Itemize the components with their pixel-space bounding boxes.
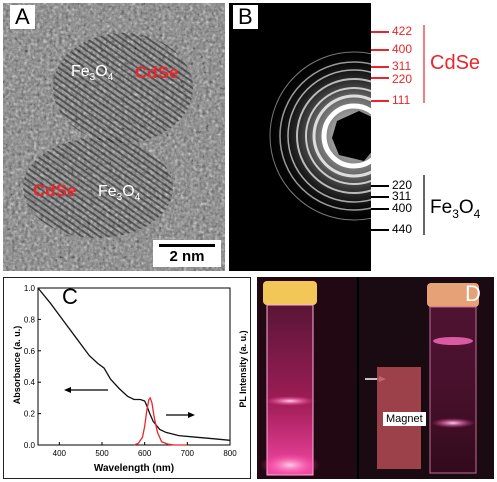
cdse-ring-311: 311 [392, 59, 412, 73]
y-tick-label: 0.4 [24, 378, 36, 387]
left-vial-glow [260, 453, 320, 477]
right-vial-cap [427, 283, 479, 307]
arrow-head-right [188, 412, 195, 418]
y-tick-label: 1.0 [24, 284, 36, 293]
panel-d-photo: D Magnet [257, 277, 494, 479]
upper-particle-lattice [53, 33, 193, 143]
panel-c-letter: C [62, 284, 78, 309]
fe3o4-phase-label: Fe3O4 [430, 197, 481, 221]
cdse-label-top: CdSe [135, 63, 179, 82]
fe3o4-label-bottom: Fe3O4 [98, 183, 141, 204]
panel-b-saed-pattern: B 422 400 311 220 111 CdSe 220 311 400 4… [229, 3, 494, 271]
x-tick-label: 600 [138, 449, 152, 458]
beam-stop [332, 111, 371, 161]
fe3o4-ring-220: 220 [392, 178, 413, 192]
left-vial-meniscus [264, 396, 316, 406]
y-tick-label: 0.8 [24, 315, 36, 324]
fe3o4-ring-311: 311 [392, 189, 412, 203]
left-vial-body [266, 304, 314, 476]
fe3o4-label-top: Fe3O4 [71, 63, 114, 84]
absorbance-axis-label: Absorbance (a. u.) [12, 325, 22, 405]
x-tick-label: 800 [223, 449, 237, 458]
panel-d-letter: D [465, 281, 481, 306]
arrow-head-left [64, 387, 71, 393]
pl-curve [133, 396, 188, 446]
cdse-ring-400: 400 [392, 42, 413, 56]
panel-b-letter: B [233, 5, 258, 29]
scale-bar-label: 2 nm [169, 248, 205, 265]
cdse-label-bottom: CdSe [33, 181, 77, 200]
scale-bar [159, 244, 215, 247]
cdse-ring-111: 111 [392, 93, 411, 107]
panel-c-spectra: 400 500 600 700 800 0.0 0.2 0.4 0.6 0.8 1.0 C Abs… [3, 277, 251, 479]
absorbance-curve [37, 287, 231, 441]
x-tick-label: 400 [53, 449, 67, 458]
y-tick-label: 0.2 [24, 410, 36, 419]
cdse-phase-label: CdSe [430, 52, 481, 74]
y-tick-label: 0.6 [24, 347, 36, 356]
left-vial-cap [263, 281, 317, 305]
magnet-label: Magnet [383, 412, 426, 426]
scale-bar-box: 2 nm [153, 240, 221, 267]
right-vial-attracted-band [431, 418, 475, 428]
panel-a-letter: A [10, 5, 35, 29]
cdse-ring-220: 220 [392, 72, 413, 86]
plot-frame [37, 287, 231, 446]
pl-intensity-axis-label: PL Intensity (a. u.) [238, 330, 248, 408]
fe3o4-ring-400: 400 [392, 201, 413, 215]
x-tick-label: 500 [95, 449, 109, 458]
diffraction-rings [229, 3, 494, 271]
right-vial-body [429, 306, 477, 474]
y-tick-label: 0.0 [24, 441, 36, 450]
lower-particle-lattice [23, 138, 173, 238]
fe3o4-ring-440: 440 [392, 222, 413, 236]
wavelength-axis-label: Wavelength (nm) [93, 463, 175, 474]
spectra-chart: 400 500 600 700 800 0.0 0.2 0.4 0.6 0.8 1.0 [24, 284, 237, 458]
hrtem-texture [3, 3, 225, 271]
vials-photo [257, 277, 494, 479]
panel-a-hrtem-image: A Fe3O4 CdSe CdSe Fe3O4 2 nm [3, 3, 225, 271]
x-tick-label: 700 [181, 449, 195, 458]
cdse-ring-422: 422 [392, 24, 413, 38]
cdse-index-ladder [371, 25, 425, 235]
